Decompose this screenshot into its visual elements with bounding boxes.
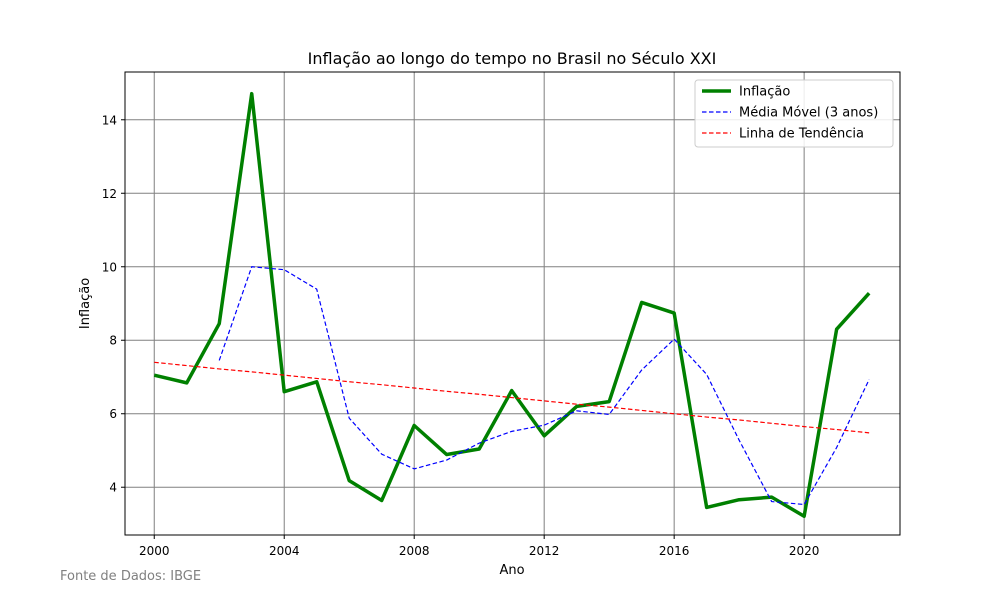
data-source-note: Fonte de Dados: IBGE xyxy=(60,569,202,584)
y-tick-label: 12 xyxy=(102,187,117,201)
y-axis-ticks: 4 6 8 10 12 14 xyxy=(102,113,125,495)
y-axis-label: Inflação xyxy=(78,278,93,329)
legend-label-inflacao: Inflação xyxy=(739,85,790,100)
series-line-linha-de-tendencia xyxy=(154,361,870,434)
legend-label-media-movel-3-anos: Média Móvel (3 anos) xyxy=(739,106,878,121)
x-axis-ticks: 2000 2004 2008 2012 2016 2020 xyxy=(139,535,819,558)
series-line-inflacao xyxy=(153,91,871,519)
y-tick-label: 8 xyxy=(109,334,117,348)
x-tick-label: 2012 xyxy=(529,544,560,558)
legend-box xyxy=(694,79,894,148)
x-tick-label: 2008 xyxy=(399,544,430,558)
x-tick-label: 2004 xyxy=(269,544,300,558)
y-tick-label: 4 xyxy=(109,481,117,495)
plot-area-frame xyxy=(124,71,901,536)
x-tick-label: 2016 xyxy=(659,544,690,558)
x-axis-label: Ano xyxy=(499,563,524,578)
chart-title: Inflação ao longo do tempo no Brasil no … xyxy=(308,49,717,68)
y-tick-label: 14 xyxy=(102,113,117,127)
x-tick-label: 2000 xyxy=(139,544,170,558)
series-line-media-movel-3-anos xyxy=(218,266,870,506)
series-lines xyxy=(153,91,871,519)
y-tick-label: 6 xyxy=(109,407,117,421)
legend: Inflação Média Móvel (3 anos) Linha de Ten… xyxy=(694,79,894,148)
x-tick-label: 2020 xyxy=(789,544,820,558)
legend-label-linha-de-tendencia: Linha de Tendência xyxy=(739,127,864,142)
y-tick-label: 10 xyxy=(102,260,117,274)
